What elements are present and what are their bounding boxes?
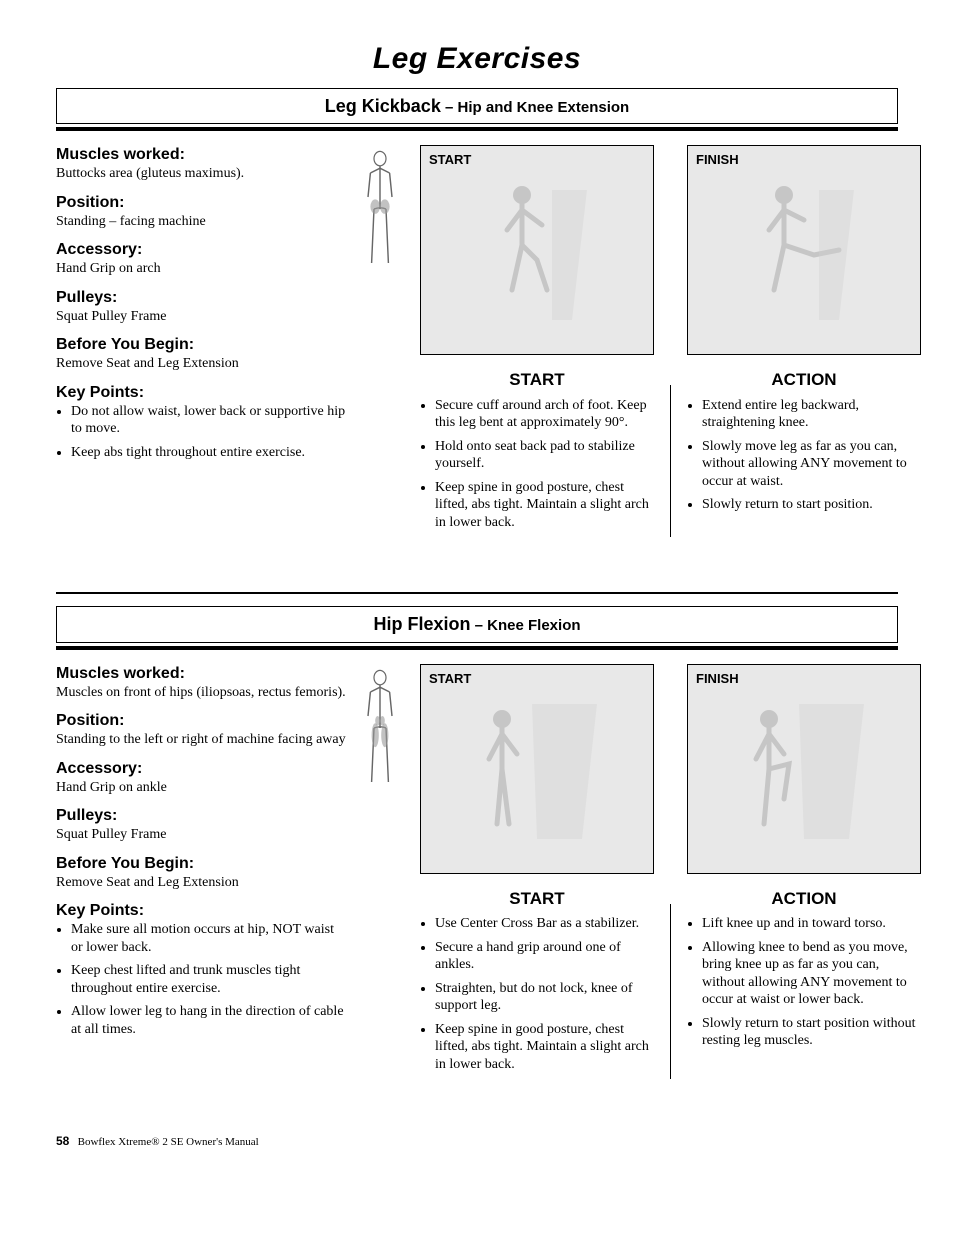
accessory-label: Accessory: [56, 759, 346, 779]
exercise-figure-icon [467, 689, 607, 849]
spec-column: Muscles worked: Muscles on front of hips… [56, 664, 346, 1079]
position-text: Standing – facing machine [56, 213, 346, 231]
exercise-header: Hip Flexion – Knee Flexion [56, 606, 898, 643]
list-item: Use Center Cross Bar as a stabilizer. [435, 915, 654, 933]
exercise-figure-icon [477, 170, 597, 330]
list-item: Hold onto seat back pad to stabilize you… [435, 438, 654, 473]
finish-photo: FINISH [687, 145, 921, 355]
section-divider [56, 592, 898, 594]
start-list: Secure cuff around arch of foot. Keep th… [420, 397, 654, 532]
before-text: Remove Seat and Leg Extension [56, 355, 346, 373]
exercise-name: Leg Kickback [325, 96, 441, 116]
list-item: Allowing knee to bend as you move, bring… [702, 939, 921, 1009]
position-label: Position: [56, 193, 346, 213]
action-list: Lift knee up and in toward torso. Allowi… [687, 915, 921, 1050]
start-heading: START [420, 888, 654, 909]
start-heading: START [420, 369, 654, 390]
list-item: Extend entire leg backward, straightenin… [702, 397, 921, 432]
list-item: Make sure all motion occurs at hip, NOT … [71, 921, 346, 956]
keypoints-list: Do not allow waist, lower back or suppor… [56, 403, 346, 462]
list-item: Straighten, but do not lock, knee of sup… [435, 980, 654, 1015]
position-text: Standing to the left or right of machine… [56, 731, 346, 749]
start-photo: START [420, 664, 654, 874]
exercise-header: Leg Kickback – Hip and Knee Extension [56, 88, 898, 125]
body-front-icon [356, 668, 404, 788]
pulleys-text: Squat Pulley Frame [56, 826, 346, 844]
before-label: Before You Begin: [56, 854, 346, 874]
list-item: Slowly move leg as far as you can, witho… [702, 438, 921, 491]
before-text: Remove Seat and Leg Extension [56, 874, 346, 892]
accessory-label: Accessory: [56, 240, 346, 260]
exercise-block: Leg Kickback – Hip and Knee Extension Mu… [56, 88, 898, 538]
accessory-text: Hand Grip on ankle [56, 779, 346, 797]
before-label: Before You Begin: [56, 335, 346, 355]
exercise-figure-icon [744, 170, 864, 330]
muscles-label: Muscles worked: [56, 664, 346, 684]
anatomy-diagram [356, 664, 410, 1079]
action-heading: ACTION [687, 369, 921, 390]
start-column: START START Use Center Cross Bar as a st… [420, 664, 654, 1079]
keypoints-label: Key Points: [56, 901, 346, 921]
start-column: START START Secure cuff around arch of f… [420, 145, 654, 537]
start-photo: START [420, 145, 654, 355]
muscles-text: Buttocks area (gluteus maximus). [56, 165, 346, 183]
muscles-text: Muscles on front of hips (iliopsoas, rec… [56, 684, 346, 702]
keypoints-label: Key Points: [56, 383, 346, 403]
list-item: Secure cuff around arch of foot. Keep th… [435, 397, 654, 432]
exercise-name: Hip Flexion [373, 614, 470, 634]
list-item: Allow lower leg to hang in the direc­tio… [71, 1003, 346, 1038]
exercise-figure-icon [734, 689, 874, 849]
page-footer: 58 Bowflex Xtreme® 2 SE Owner's Manual [56, 1134, 898, 1150]
list-item: Do not allow waist, lower back or suppor… [71, 403, 346, 438]
list-item: Slowly return to start position. [702, 496, 921, 514]
action-heading: ACTION [687, 888, 921, 909]
column-divider [670, 385, 671, 537]
manual-name: Bowflex Xtreme® 2 SE Owner's Manual [78, 1136, 259, 1148]
list-item: Keep chest lifted and trunk muscles tigh… [71, 962, 346, 997]
list-item: Keep spine in good posture, chest lifted… [435, 1021, 654, 1074]
exercise-block: Hip Flexion – Knee Flexion Muscles worke… [56, 606, 898, 1079]
keypoints-list: Make sure all motion occurs at hip, NOT … [56, 921, 346, 1038]
finish-photo: FINISH [687, 664, 921, 874]
list-item: Keep abs tight throughout entire exercis… [71, 444, 346, 462]
anatomy-diagram [356, 145, 410, 537]
body-back-icon [356, 149, 404, 269]
list-item: Keep spine in good posture, chest lifted… [435, 479, 654, 532]
column-divider [670, 904, 671, 1079]
list-item: Secure a hand grip around one of ankles. [435, 939, 654, 974]
list-item: Lift knee up and in toward torso. [702, 915, 921, 933]
page-number: 58 [56, 1134, 69, 1148]
action-list: Extend entire leg backward, straightenin… [687, 397, 921, 514]
divider [56, 646, 898, 650]
list-item: Slowly return to start position without … [702, 1015, 921, 1050]
exercise-subtitle: – Hip and Knee Extension [441, 99, 629, 116]
exercise-subtitle: – Knee Flexion [470, 617, 580, 634]
divider [56, 127, 898, 131]
pulleys-text: Squat Pulley Frame [56, 308, 346, 326]
position-label: Position: [56, 711, 346, 731]
pulleys-label: Pulleys: [56, 806, 346, 826]
pulleys-label: Pulleys: [56, 288, 346, 308]
start-list: Use Center Cross Bar as a stabilizer. Se… [420, 915, 654, 1073]
page-title: Leg Exercises [56, 40, 898, 78]
action-column: FINISH ACTION Extend entire leg backward… [687, 145, 921, 537]
accessory-text: Hand Grip on arch [56, 260, 346, 278]
spec-column: Muscles worked: Buttocks area (gluteus m… [56, 145, 346, 537]
muscles-label: Muscles worked: [56, 145, 346, 165]
action-column: FINISH ACTION Lift knee up and in toward… [687, 664, 921, 1079]
